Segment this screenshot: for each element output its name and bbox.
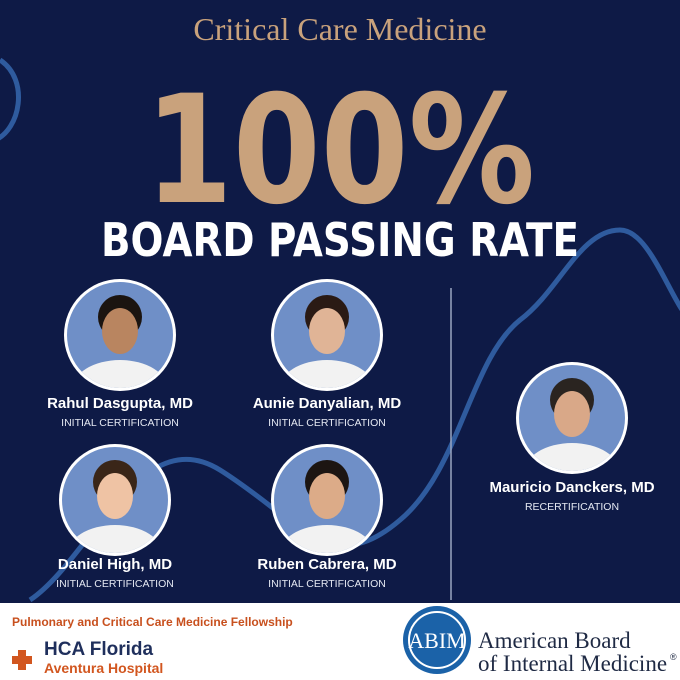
shoulders	[279, 360, 375, 388]
face	[554, 391, 590, 437]
portrait	[59, 444, 171, 556]
portrait	[271, 444, 383, 556]
shoulders	[279, 525, 375, 553]
subtitle: Critical Care Medicine	[193, 11, 486, 47]
person-name: Daniel High, MD	[58, 556, 172, 573]
person-role: INITIAL CERTIFICATION	[61, 417, 179, 429]
person-name: Aunie Danyalian, MD	[253, 395, 402, 412]
person-role: INITIAL CERTIFICATION	[268, 578, 386, 590]
face	[309, 473, 345, 519]
person-name: Ruben Cabrera, MD	[257, 556, 396, 573]
program: Pulmonary and Critical Care Medicine Fel…	[12, 615, 293, 629]
portrait-photo	[519, 365, 625, 471]
abim-line2: of Internal Medicine	[478, 651, 667, 676]
portrait	[516, 362, 628, 474]
person-role: INITIAL CERTIFICATION	[268, 417, 386, 429]
abim-logo: ABIM	[408, 628, 465, 653]
shoulders	[67, 525, 163, 553]
footer-background	[0, 603, 680, 680]
hca-logo	[12, 650, 32, 670]
shoulders	[72, 360, 168, 388]
abim-line1: American Board	[478, 628, 631, 653]
portrait	[271, 279, 383, 391]
abim-seal	[403, 606, 471, 674]
portrait-photo	[62, 447, 168, 553]
hospital-line1: HCA Florida	[44, 639, 154, 660]
people: Rahul Dasgupta, MD INITIAL CERTIFICATION A…	[47, 279, 655, 590]
person-name: Rahul Dasgupta, MD	[47, 395, 193, 412]
decor-curve	[0, 57, 680, 603]
portrait	[64, 279, 176, 391]
person-role: RECERTIFICATION	[525, 501, 619, 513]
person-name: Mauricio Danckers, MD	[489, 479, 654, 496]
abim-mark: ®	[670, 652, 677, 662]
person-role: INITIAL CERTIFICATION	[56, 578, 174, 590]
abim-seal-ring	[408, 611, 466, 669]
headline: 100%	[145, 64, 535, 238]
portrait-photo	[274, 282, 380, 388]
portrait-photo	[274, 447, 380, 553]
face	[309, 308, 345, 354]
shoulders	[524, 443, 620, 471]
face	[102, 308, 138, 354]
hospital-line2: Aventura Hospital	[44, 660, 163, 676]
portrait-photo	[67, 282, 173, 388]
face	[97, 473, 133, 519]
tagline: BOARD PASSING RATE	[101, 213, 579, 267]
